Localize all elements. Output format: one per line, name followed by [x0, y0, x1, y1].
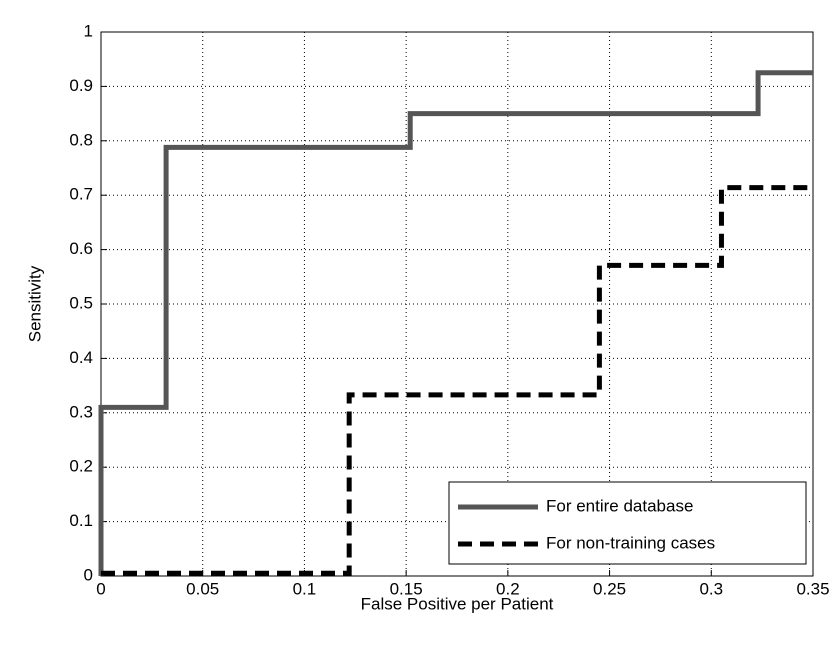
x-tick-label: 0.3	[699, 579, 723, 598]
y-tick-label: 1	[84, 21, 93, 40]
y-tick-label: 0.7	[69, 185, 93, 204]
y-axis-label: Sensitivity	[25, 265, 44, 342]
series-line	[101, 185, 813, 576]
x-tick-label: 0.1	[293, 579, 317, 598]
y-tick-label: 0.5	[69, 293, 93, 312]
y-tick-label: 0.1	[69, 511, 93, 530]
plot-frame	[100, 31, 814, 577]
y-tick-label: 0.9	[69, 76, 93, 95]
x-axis-label: False Positive per Patient	[361, 594, 554, 613]
x-tick-label: 0.2	[496, 579, 520, 598]
legend-label: For entire database	[546, 496, 693, 515]
series-line	[98, 70, 813, 576]
x-tick-label: 0	[96, 579, 105, 598]
y-tick-label: 0	[84, 565, 93, 584]
y-tick-label: 0.2	[69, 457, 93, 476]
y-tick-label: 0.8	[69, 130, 93, 149]
x-tick-label: 0.25	[593, 579, 626, 598]
x-tick-label: 0.15	[390, 579, 423, 598]
legend-box	[448, 481, 807, 565]
legend-label: For non-training cases	[546, 533, 715, 552]
y-tick-label: 0.6	[69, 239, 93, 258]
y-tick-label: 0.4	[69, 348, 93, 367]
x-tick-label: 0.35	[796, 579, 829, 598]
y-tick-label: 0.3	[69, 402, 93, 421]
x-tick-label: 0.05	[186, 579, 219, 598]
